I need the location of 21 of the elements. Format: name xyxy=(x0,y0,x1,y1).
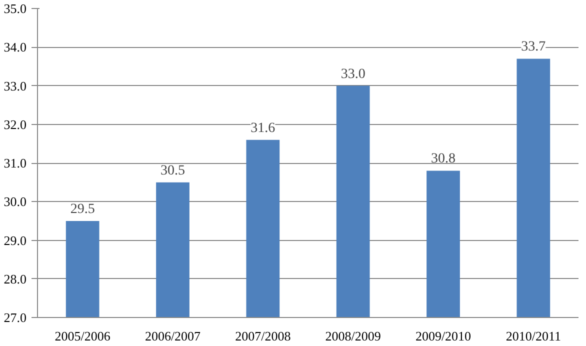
y-tick-label: 29.0 xyxy=(4,232,26,248)
x-tick-label: 2008/2009 xyxy=(325,328,381,344)
y-tick-label: 34.0 xyxy=(4,40,26,55)
x-tick-label: 2010/2011 xyxy=(506,328,561,344)
data-label: 29.5 xyxy=(70,202,95,217)
x-tick-label: 2007/2008 xyxy=(235,328,291,344)
data-label: 30.8 xyxy=(431,152,456,167)
y-tick-label: 30.0 xyxy=(4,194,26,210)
x-tick-label: 2006/2007 xyxy=(144,328,202,344)
y-tick-label: 33.0 xyxy=(4,78,26,94)
y-tick-label: 28.0 xyxy=(4,271,26,286)
y-tick-label: 27.0 xyxy=(4,310,26,325)
y-tick-label: 31.0 xyxy=(4,156,26,170)
data-label: 33.0 xyxy=(340,66,366,82)
y-tick-label: 35.0 xyxy=(4,1,26,16)
data-label: 33.7 xyxy=(521,40,546,55)
x-tick-label: 2005/2006 xyxy=(54,328,111,344)
x-tick-label: 2009/2010 xyxy=(415,328,472,344)
y-tick-label: 32.0 xyxy=(4,116,26,132)
data-label: 31.6 xyxy=(250,120,276,136)
data-label: 30.5 xyxy=(160,163,185,178)
